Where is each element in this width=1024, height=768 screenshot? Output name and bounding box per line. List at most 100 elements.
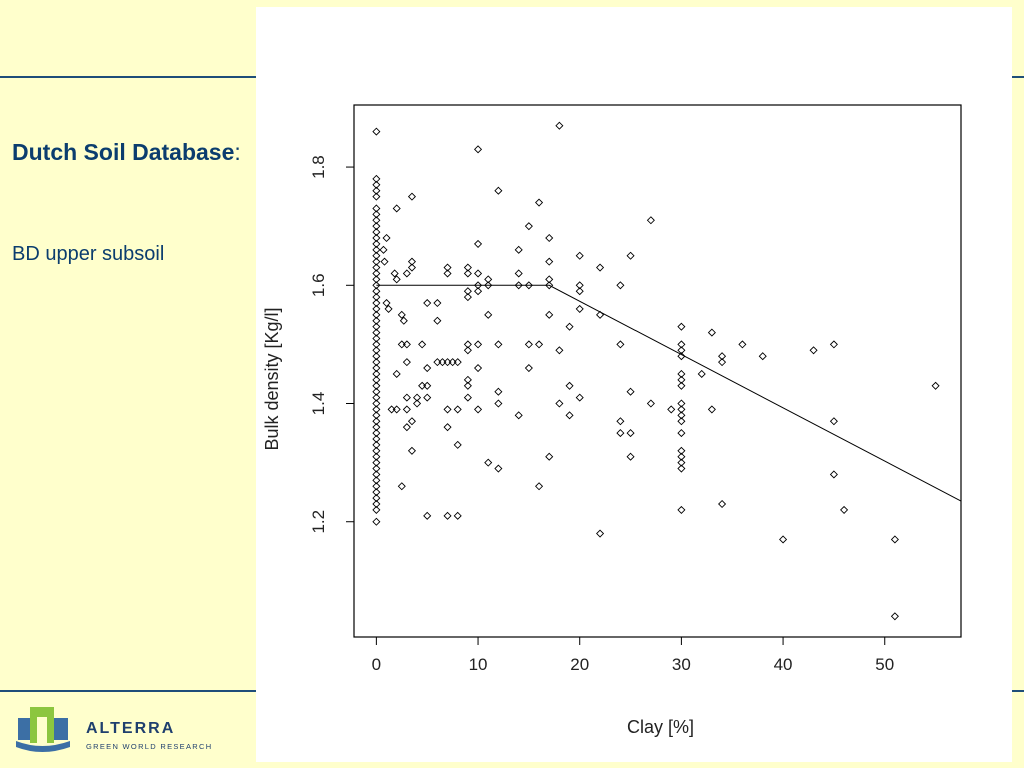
data-point [372, 440, 381, 449]
alterra-logo: ALTERRA GREEN WORLD RESEARCH [16, 707, 212, 752]
slide-title-suffix: : [234, 139, 241, 165]
data-point [677, 429, 686, 438]
data-point [443, 269, 452, 278]
data-point [372, 210, 381, 219]
data-point [524, 364, 533, 373]
data-point [677, 352, 686, 361]
data-point [463, 393, 472, 402]
data-point [616, 281, 625, 290]
data-point [402, 423, 411, 432]
data-point [372, 334, 381, 343]
logo-tagline: GREEN WORLD RESEARCH [86, 742, 212, 751]
data-point [402, 340, 411, 349]
data-point [677, 346, 686, 355]
data-point [535, 340, 544, 349]
data-point [392, 204, 401, 213]
data-point [555, 399, 564, 408]
data-point [575, 393, 584, 402]
data-point [402, 393, 411, 402]
data-point [707, 405, 716, 414]
data-point [372, 429, 381, 438]
data-point [677, 369, 686, 378]
data-point [484, 275, 493, 284]
data-point [453, 440, 462, 449]
data-point [697, 369, 706, 378]
data-point [514, 245, 523, 254]
data-point [677, 446, 686, 455]
data-point [484, 458, 493, 467]
data-point [626, 387, 635, 396]
data-point [382, 233, 391, 243]
data-point [575, 251, 584, 260]
data-point [407, 417, 416, 426]
data-point [372, 316, 381, 325]
data-point [463, 269, 472, 278]
data-point [463, 375, 472, 384]
data-point [677, 340, 686, 349]
data-point [677, 381, 686, 390]
data-point [677, 458, 686, 467]
data-point [829, 417, 838, 426]
data-point [545, 452, 554, 461]
data-point [379, 245, 388, 254]
data-point [372, 174, 381, 183]
data-point [565, 322, 574, 331]
data-point [372, 328, 381, 337]
data-point [443, 405, 452, 414]
data-point [453, 358, 462, 367]
data-point [463, 293, 472, 302]
data-point [413, 399, 422, 408]
data-point [372, 204, 381, 213]
data-point [372, 482, 381, 491]
data-point [407, 446, 416, 455]
data-point [372, 310, 381, 319]
data-point [524, 222, 533, 231]
data-point [494, 340, 503, 349]
data-point [829, 340, 838, 349]
data-point [372, 287, 381, 296]
data-point [616, 429, 625, 438]
data-point [423, 511, 432, 520]
data-point [372, 423, 381, 432]
fit-line [376, 284, 962, 502]
data-point [372, 417, 381, 426]
plot-layer: 0 10 20 30 40 50 1.2 1.4 1.6 1.8 Clay [%] Bulk dens… [262, 104, 962, 737]
data-point [423, 381, 432, 390]
data-point [372, 358, 381, 367]
data-point [372, 245, 381, 254]
data-point [397, 340, 406, 349]
data-point [524, 281, 533, 290]
data-point [575, 281, 584, 290]
data-point [677, 411, 686, 420]
data-point [779, 535, 788, 544]
data-point [474, 364, 483, 373]
data-point [626, 452, 635, 461]
x-tick-label: 20 [570, 655, 589, 674]
data-point [545, 310, 554, 319]
data-point [443, 263, 452, 272]
data-point [387, 405, 396, 414]
data-point [372, 458, 381, 467]
data-point [433, 298, 442, 308]
chart-figure: 0 10 20 30 40 50 1.2 1.4 1.6 1.8 Clay [%] Bulk dens… [256, 7, 1012, 762]
data-point [677, 322, 686, 331]
data-point [407, 192, 416, 201]
data-point [596, 263, 605, 272]
data-point [545, 281, 554, 290]
data-point [575, 287, 584, 296]
data-point [545, 275, 554, 284]
data-point [372, 499, 381, 509]
data-point [372, 257, 381, 266]
data-point [384, 304, 393, 313]
data-point [372, 352, 381, 361]
x-tick-label: 0 [372, 655, 381, 674]
data-point [402, 405, 411, 414]
data-point [372, 375, 381, 384]
data-point [707, 328, 716, 337]
data-point [418, 381, 427, 390]
data-point [677, 375, 686, 384]
data-point [372, 222, 381, 231]
data-point [372, 322, 381, 331]
data-point [667, 405, 676, 414]
data-point [758, 352, 767, 361]
